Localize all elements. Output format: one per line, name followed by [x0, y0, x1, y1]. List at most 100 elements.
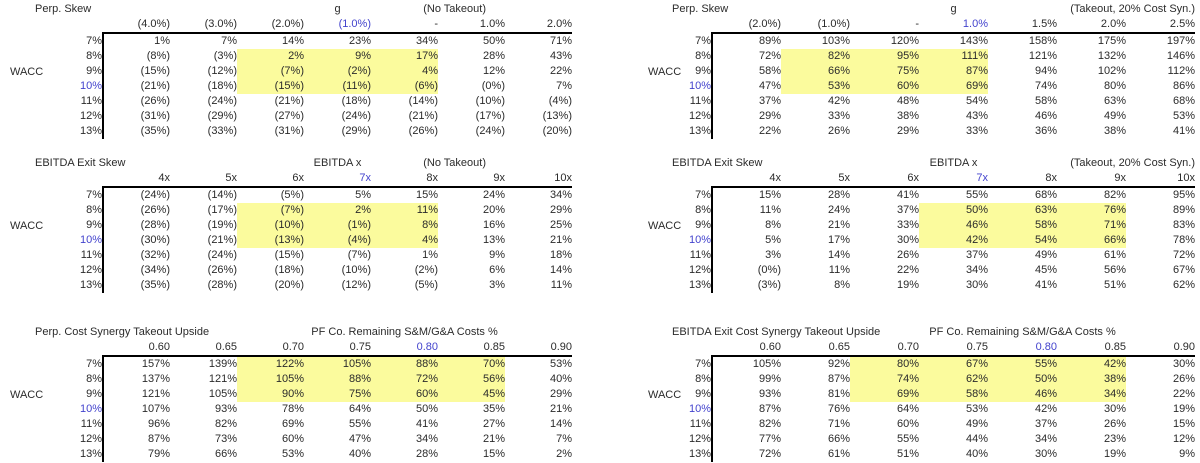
table-axis-header[interactable]: g	[950, 3, 957, 15]
value-cell[interactable]: 15%	[758, 189, 781, 201]
value-cell[interactable]: (24%)	[140, 189, 170, 201]
table-title[interactable]: EBITDA Exit Skew	[35, 157, 126, 169]
value-cell[interactable]: 36%	[1034, 125, 1057, 137]
value-cell[interactable]: 121%	[208, 373, 237, 385]
value-cell[interactable]: 1%	[154, 35, 170, 47]
value-cell[interactable]: 66%	[214, 448, 237, 460]
value-cell[interactable]: (12%)	[341, 279, 371, 291]
value-cell[interactable]: 44%	[965, 433, 988, 445]
value-cell[interactable]: 56%	[438, 372, 505, 387]
value-cell[interactable]: 28%	[827, 189, 850, 201]
value-cell[interactable]: (7%)	[347, 249, 371, 261]
value-cell[interactable]: 58%	[1034, 95, 1057, 107]
value-cell[interactable]: 40%	[549, 373, 572, 385]
value-cell[interactable]: 76%	[827, 403, 850, 415]
value-cell[interactable]: (3%)	[757, 279, 781, 291]
row-header-cell[interactable]: 9%	[52, 218, 104, 233]
value-cell[interactable]: (11%)	[304, 79, 371, 94]
col-header-cell[interactable]: 0.60	[712, 340, 781, 357]
value-cell[interactable]: 41%	[415, 418, 438, 430]
value-cell[interactable]: (29%)	[207, 110, 237, 122]
col-header-cell[interactable]: 10x	[505, 171, 572, 188]
value-cell[interactable]: 17%	[371, 49, 438, 64]
value-cell[interactable]: (3%)	[213, 50, 237, 62]
wacc-axis-label[interactable]: WACC	[648, 220, 682, 232]
col-header-cell[interactable]: 7x	[919, 171, 988, 188]
value-cell[interactable]: 22%	[1172, 388, 1195, 400]
value-cell[interactable]: (34%)	[140, 264, 170, 276]
value-cell[interactable]: 2%	[304, 203, 371, 218]
value-cell[interactable]: 1%	[422, 249, 438, 261]
value-cell[interactable]: 26%	[1103, 418, 1126, 430]
value-cell[interactable]: 87%	[147, 433, 170, 445]
value-cell[interactable]: 47%	[758, 80, 781, 92]
value-cell[interactable]: 11%	[550, 279, 572, 291]
value-cell[interactable]: (5%)	[414, 279, 438, 291]
col-header-cell[interactable]: 1.0%	[919, 17, 988, 34]
value-cell[interactable]: 77%	[758, 433, 781, 445]
value-cell[interactable]: 5%	[355, 189, 371, 201]
value-cell[interactable]: 71%	[827, 418, 850, 430]
value-cell[interactable]: (20%)	[274, 279, 304, 291]
value-cell[interactable]: 43%	[965, 110, 988, 122]
value-cell[interactable]: 30%	[1172, 358, 1195, 370]
value-cell[interactable]: 107%	[141, 403, 170, 415]
value-cell[interactable]: (27%)	[274, 110, 304, 122]
value-cell[interactable]: 67%	[919, 356, 988, 372]
value-cell[interactable]: 26%	[896, 249, 919, 261]
value-cell[interactable]: 54%	[965, 95, 988, 107]
value-cell[interactable]: (7%)	[237, 203, 304, 218]
value-cell[interactable]: 8%	[371, 218, 438, 233]
row-header-cell[interactable]: 7%	[52, 356, 104, 372]
value-cell[interactable]: (24%)	[207, 249, 237, 261]
value-cell[interactable]: 60%	[281, 433, 304, 445]
value-cell[interactable]: 105%	[752, 358, 781, 370]
value-cell[interactable]: (24%)	[341, 110, 371, 122]
value-cell[interactable]: 11%	[759, 204, 781, 216]
value-cell[interactable]: 56%	[1103, 264, 1126, 276]
value-cell[interactable]: 93%	[758, 388, 781, 400]
value-cell[interactable]: 4%	[371, 233, 438, 248]
value-cell[interactable]: 55%	[896, 433, 919, 445]
table-scenario-header[interactable]: (Takeout, 20% Cost Syn.)	[1070, 157, 1195, 169]
col-header-cell[interactable]: 1.0%	[438, 17, 505, 34]
value-cell[interactable]: 37%	[965, 249, 988, 261]
value-cell[interactable]: (35%)	[140, 125, 170, 137]
value-cell[interactable]: 146%	[1166, 50, 1195, 62]
wacc-axis-label[interactable]: WACC	[10, 389, 44, 401]
value-cell[interactable]: 78%	[1172, 234, 1195, 246]
value-cell[interactable]: 41%	[896, 189, 919, 201]
value-cell[interactable]: 45%	[1034, 264, 1057, 276]
value-cell[interactable]: 37%	[758, 95, 781, 107]
value-cell[interactable]: 41%	[1034, 279, 1057, 291]
value-cell[interactable]: (0%)	[481, 80, 505, 92]
table-scenario-header[interactable]: (No Takeout)	[423, 157, 486, 169]
value-cell[interactable]: (17%)	[475, 110, 505, 122]
value-cell[interactable]: (21%)	[140, 80, 170, 92]
col-header-cell[interactable]: 0.85	[1057, 340, 1126, 357]
value-cell[interactable]: 11%	[371, 203, 438, 218]
value-cell[interactable]: (26%)	[408, 125, 438, 137]
value-cell[interactable]: 58%	[758, 65, 781, 77]
row-header-cell[interactable]: 9%	[52, 387, 104, 402]
value-cell[interactable]: 53%	[781, 79, 850, 94]
value-cell[interactable]: 38%	[1057, 372, 1126, 387]
value-cell[interactable]: (0%)	[757, 264, 781, 276]
table-title[interactable]: Perp. Cost Synergy Takeout Upside	[35, 326, 210, 338]
value-cell[interactable]: 21%	[827, 219, 850, 231]
value-cell[interactable]: 103%	[821, 35, 850, 47]
value-cell[interactable]: 11%	[828, 264, 850, 276]
value-cell[interactable]: (15%)	[237, 79, 304, 94]
value-cell[interactable]: 26%	[827, 125, 850, 137]
value-cell[interactable]: 132%	[1097, 50, 1126, 62]
value-cell[interactable]: 86%	[1172, 80, 1195, 92]
value-cell[interactable]: 64%	[896, 403, 919, 415]
col-header-cell[interactable]: 0.90	[1126, 340, 1195, 357]
col-header-cell[interactable]: 6x	[850, 171, 919, 188]
value-cell[interactable]: 55%	[988, 356, 1057, 372]
value-cell[interactable]: (26%)	[207, 264, 237, 276]
wacc-axis-label[interactable]: WACC	[648, 389, 682, 401]
value-cell[interactable]: 96%	[147, 418, 170, 430]
value-cell[interactable]: 33%	[896, 219, 919, 231]
row-header-cell[interactable]: 10%	[52, 402, 104, 417]
